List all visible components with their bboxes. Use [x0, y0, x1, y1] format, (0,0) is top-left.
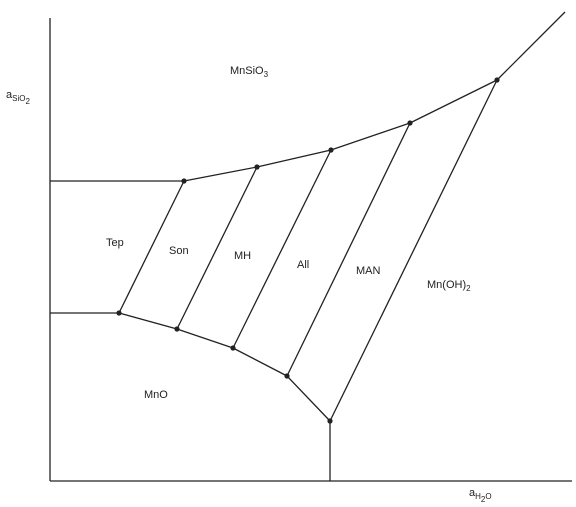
invariant-point: [116, 310, 122, 316]
tep-son-boundary: [118, 180, 185, 314]
son-mh-boundary: [176, 166, 258, 330]
phase-label-son: Son: [169, 245, 189, 257]
y-axis-label-sub: SiO: [12, 94, 26, 103]
mh-all-boundary: [232, 149, 332, 349]
man-mnoh2-boundary: [329, 79, 498, 422]
phase-label-mnoh2: Mn(OH)2: [427, 280, 471, 293]
invariant-point: [181, 178, 187, 184]
y-axis-label-sub2: 2: [25, 97, 30, 106]
phase-label-mnoh2-text: Mn(OH): [427, 279, 467, 291]
upper-right-boundary: [496, 11, 566, 81]
mnsio3-boundary: [183, 79, 498, 182]
invariant-point: [328, 147, 334, 153]
invariant-point: [254, 164, 260, 170]
mno-boundary: [118, 312, 331, 422]
phase-label-tep: Tep: [106, 237, 124, 249]
phase-label-all: All: [297, 259, 310, 271]
x-axis-label-sub: H: [475, 492, 481, 501]
phase-label-mnoh2-sub: 2: [466, 284, 471, 293]
invariant-point: [284, 373, 290, 379]
y-axis-label-base: a: [6, 89, 13, 101]
x-axis-label-tail: O: [485, 492, 492, 501]
all-man-boundary: [286, 122, 411, 377]
x-axis-label-base: a: [469, 487, 476, 499]
y-axis-label: aSiO2: [6, 90, 30, 106]
x-axis-label: aH2O: [469, 488, 492, 504]
invariant-point: [327, 418, 333, 424]
phase-label-mnsio3-text: MnSiO: [230, 65, 264, 77]
invariant-point: [174, 326, 180, 332]
phase-label-man: MAN: [356, 265, 381, 277]
phase-label-mnsio3-sub: 3: [263, 70, 269, 79]
phase-label-mnsio3: MnSiO3: [230, 66, 268, 79]
x-axis-label-sub2: 2: [480, 495, 486, 504]
invariant-point: [494, 77, 500, 83]
phase-label-mh: MH: [234, 250, 252, 262]
invariant-point: [230, 345, 236, 351]
phase-label-mno: MnO: [144, 389, 168, 401]
invariant-point: [407, 120, 413, 126]
